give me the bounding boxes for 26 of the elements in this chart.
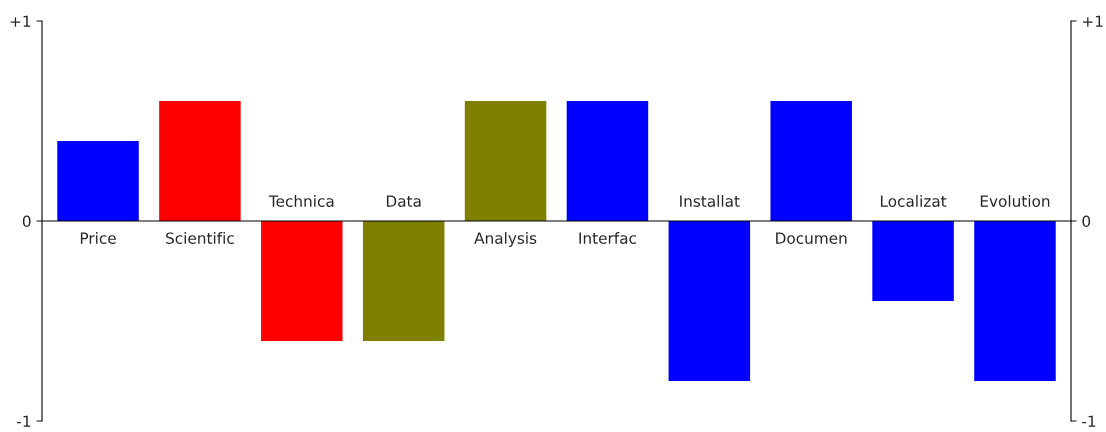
x-tick-label: Evolution [980,195,1050,207]
bar [261,221,343,341]
x-tick-label: Price [80,232,116,244]
y2-tick-label: -1 [1082,415,1096,427]
y2-tick-label: +1 [1083,15,1103,27]
y-tick-label: +1 [10,15,31,27]
bar [668,221,751,381]
x-tick-label: Technica [268,195,334,207]
bar [872,221,954,301]
bar [566,101,649,221]
bar [770,101,852,221]
x-tick-label: Interfac [579,232,636,244]
bar [974,221,1056,381]
x-tick-label: Scientific [166,232,234,244]
bar [159,101,241,221]
x-tick-label: Data [386,195,421,207]
x-tick-label: Installat [680,195,740,207]
bar [362,221,445,341]
x-tick-label: Localizat [880,195,947,207]
x-tick-label: Analysis [474,232,537,247]
bar [57,141,139,221]
y-tick-label: -1 [17,415,31,427]
y-tick-label: 0 [22,215,31,228]
y2-tick-label: 0 [1082,215,1091,228]
bar [464,101,547,221]
x-tick-label: Documen [776,232,847,244]
